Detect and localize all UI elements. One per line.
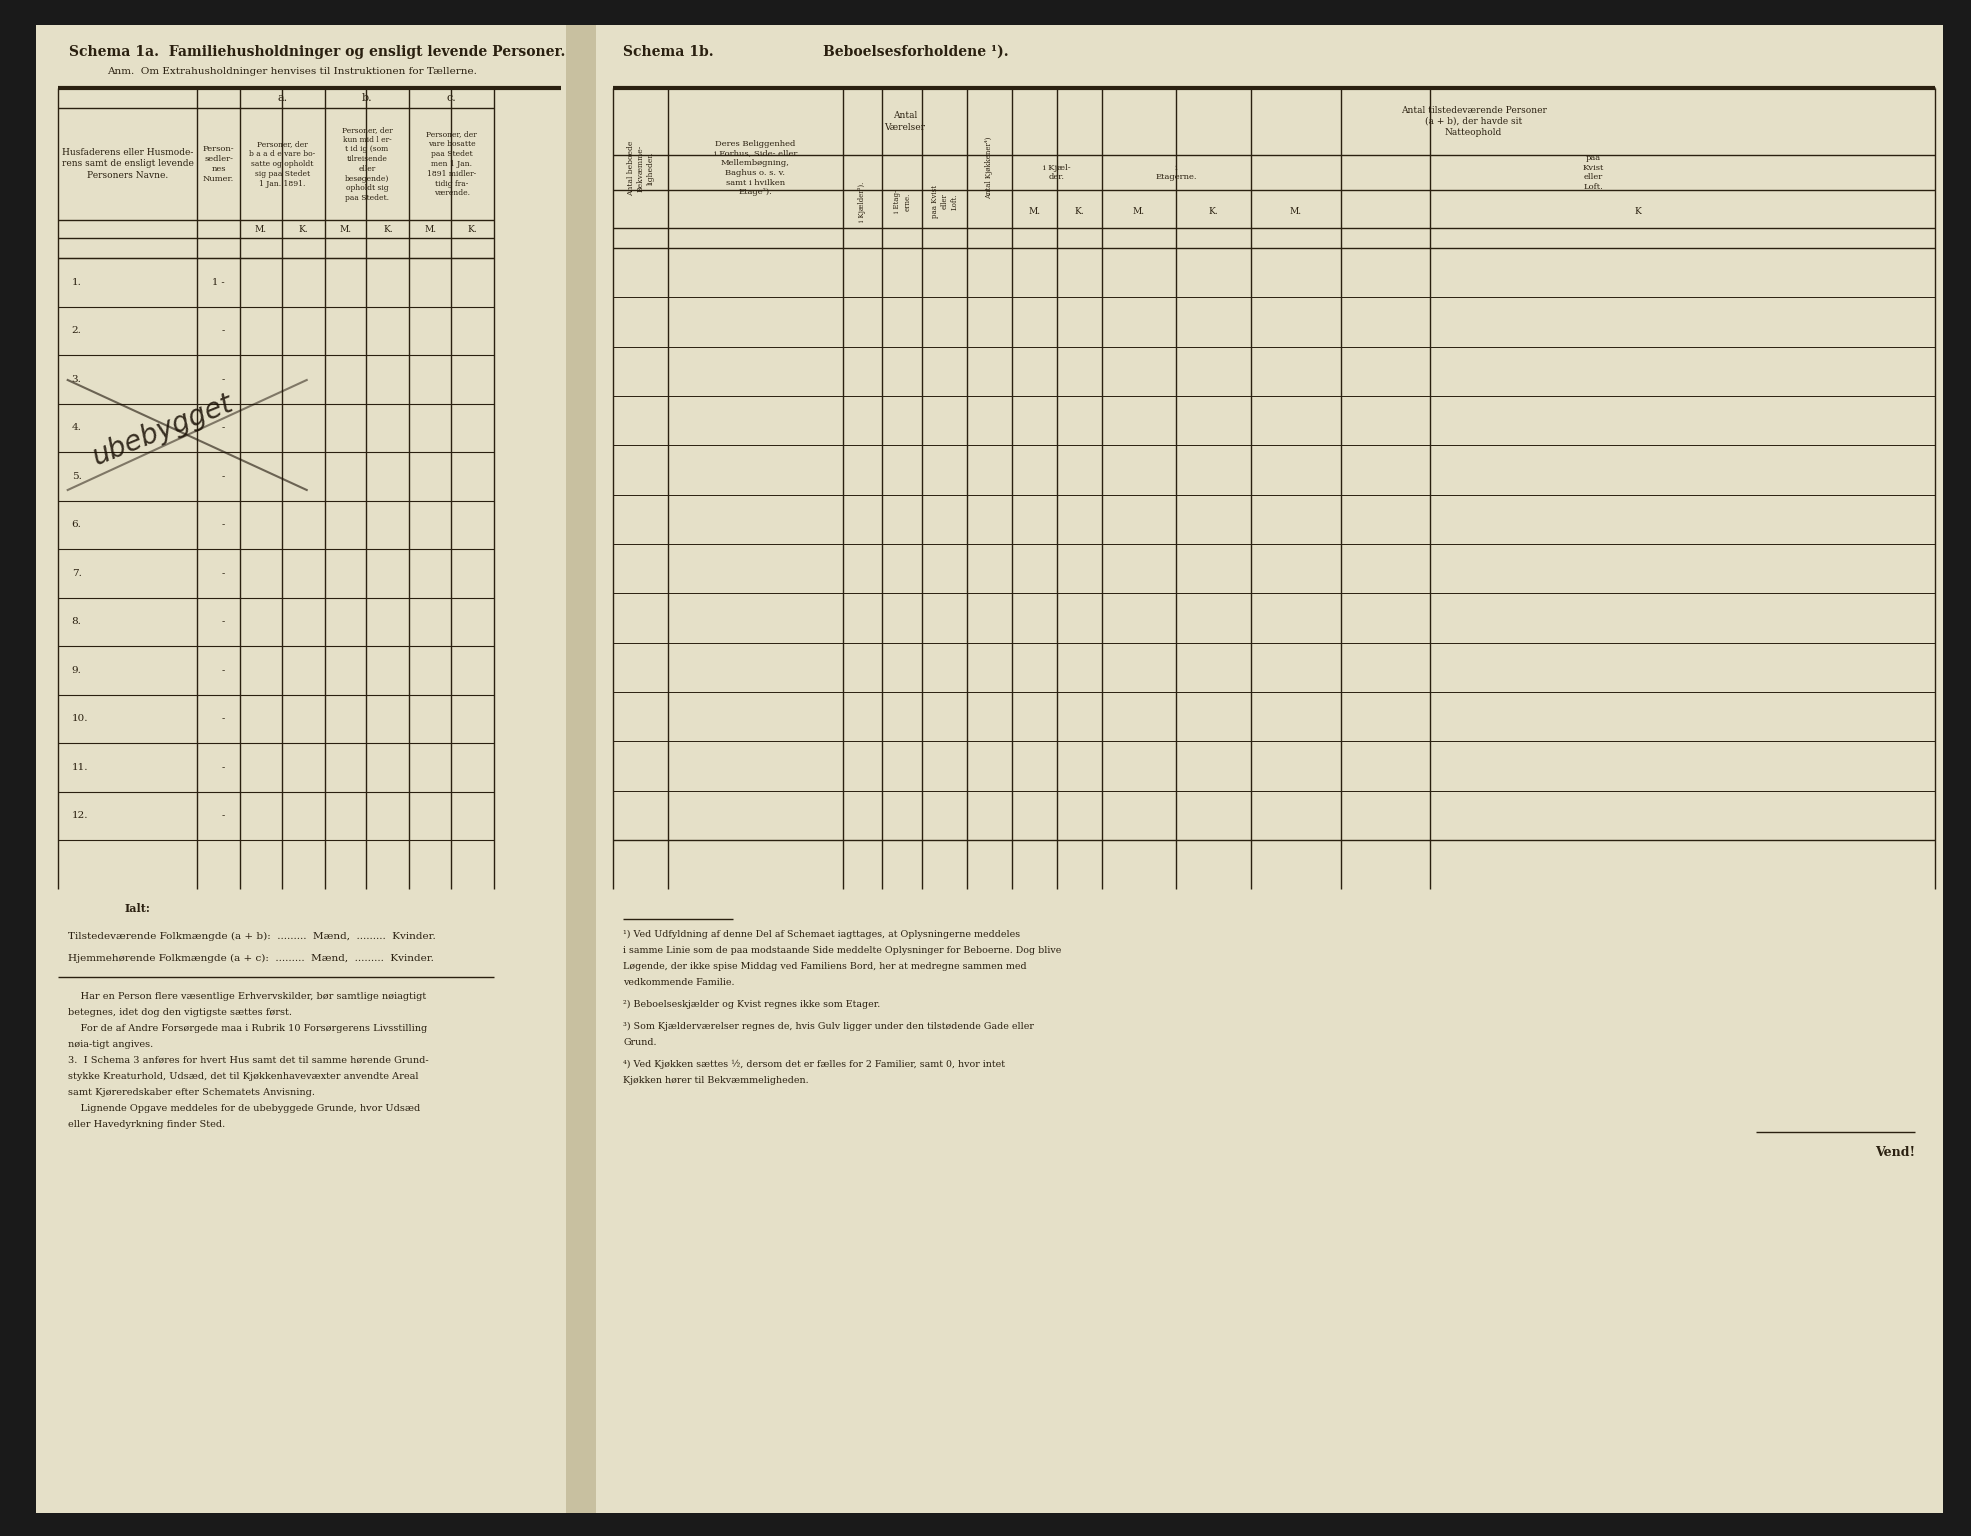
Text: ²) Beboelseskjælder og Kvist regnes ikke som Etager.: ²) Beboelseskjælder og Kvist regnes ikke…: [623, 1000, 881, 1009]
Text: 5.: 5.: [71, 472, 81, 481]
Text: -: -: [223, 617, 225, 627]
Text: 6.: 6.: [71, 521, 81, 530]
Text: ubebygget: ubebygget: [87, 389, 237, 472]
Text: Personer, der
kun mid l er-
t id ig (som
tilreisende
eller
besøgende)
opholdt si: Personer, der kun mid l er- t id ig (som…: [341, 126, 392, 203]
Text: i samme Linie som de paa modstaande Side meddelte Oplysninger for Beboerne. Dog : i samme Linie som de paa modstaande Side…: [623, 946, 1062, 955]
Text: -: -: [223, 521, 225, 530]
Text: i Kjæl-
der.: i Kjæl- der.: [1043, 164, 1070, 181]
Text: 4.: 4.: [71, 424, 81, 432]
Text: Antal beboede
Bekvæmme-
ligheder.: Antal beboede Bekvæmme- ligheder.: [627, 140, 654, 195]
Text: -: -: [223, 763, 225, 771]
Text: 3.: 3.: [71, 375, 81, 384]
Text: 1 -: 1 -: [213, 278, 225, 287]
Text: 12.: 12.: [71, 811, 89, 820]
Bar: [35, 25, 579, 1513]
Text: ⁴) Ved Kjøkken sættes ½, dersom det er fælles for 2 Familier, samt 0, hvor intet: ⁴) Ved Kjøkken sættes ½, dersom det er f…: [623, 1060, 1005, 1069]
Text: Har en Person flere væsentlige Erhvervskilder, bør samtlige nøiagtigt: Har en Person flere væsentlige Erhvervsk…: [67, 992, 426, 1001]
Text: eller Havedyrkning finder Sted.: eller Havedyrkning finder Sted.: [67, 1120, 225, 1129]
Text: -: -: [223, 326, 225, 335]
Text: Antal
Værelser: Antal Værelser: [885, 112, 924, 132]
Text: -: -: [223, 714, 225, 723]
Bar: [585, 25, 1943, 1513]
Text: Kjøkken hører til Bekvæmmeligheden.: Kjøkken hører til Bekvæmmeligheden.: [623, 1075, 808, 1084]
Text: 9.: 9.: [71, 665, 81, 674]
Text: Lignende Opgave meddeles for de ubebyggede Grunde, hvor Udsæd: Lignende Opgave meddeles for de ubebygge…: [67, 1104, 420, 1114]
Text: Hjemmehørende Folkmængde (a + c):  .........  Mænd,  .........  Kvinder.: Hjemmehørende Folkmængde (a + c): ......…: [67, 954, 434, 963]
Text: K.: K.: [1208, 206, 1218, 215]
Text: samt Kjøreredskaber efter Schematets Anvisning.: samt Kjøreredskaber efter Schematets Anv…: [67, 1087, 315, 1097]
Text: -: -: [223, 568, 225, 578]
Text: i Etag-
erne.: i Etag- erne.: [893, 190, 911, 214]
Text: Grund.: Grund.: [623, 1038, 656, 1048]
Text: Person-
sedler-
nes
Numer.: Person- sedler- nes Numer.: [203, 146, 235, 183]
Text: Vend!: Vend!: [1874, 1146, 1916, 1158]
Text: ¹) Ved Udfyldning af denne Del af Schemaet iagttages, at Oplysningerne meddeles: ¹) Ved Udfyldning af denne Del af Schema…: [623, 929, 1021, 938]
Text: stykke Kreaturhold, Udsæd, det til Kjøkkenhavevæxter anvendte Areal: stykke Kreaturhold, Udsæd, det til Kjøkk…: [67, 1072, 418, 1081]
Text: -: -: [223, 424, 225, 432]
Text: 1.: 1.: [71, 278, 81, 287]
Text: K: K: [1634, 206, 1642, 215]
Text: M.: M.: [1133, 206, 1145, 215]
Text: Ialt:: Ialt:: [124, 903, 150, 914]
Text: i Kjælder³).: i Kjælder³).: [859, 181, 867, 221]
Text: 10.: 10.: [71, 714, 89, 723]
Text: M.: M.: [339, 224, 351, 233]
Bar: [566, 25, 595, 1513]
Text: Personer, der
vare bosatte
paa Stedet
men 1 Jan.
1891 midler-
tidig fra-
værende: Personer, der vare bosatte paa Stedet me…: [426, 131, 477, 198]
Text: -: -: [223, 472, 225, 481]
Text: -: -: [223, 665, 225, 674]
Text: K.: K.: [382, 224, 392, 233]
Text: M.: M.: [254, 224, 266, 233]
Text: Tilstedeværende Folkmængde (a + b):  .........  Mænd,  .........  Kvinder.: Tilstedeværende Folkmængde (a + b): ....…: [67, 932, 436, 942]
Text: K.: K.: [467, 224, 477, 233]
Text: 7.: 7.: [71, 568, 81, 578]
Text: nøia-tigt angives.: nøia-tigt angives.: [67, 1040, 154, 1049]
Text: M.: M.: [1029, 206, 1041, 215]
Text: M.: M.: [1289, 206, 1301, 215]
Text: i
Etagerne.: i Etagerne.: [1155, 164, 1196, 181]
Text: Schema 1b.: Schema 1b.: [623, 45, 714, 58]
Text: -: -: [223, 811, 225, 820]
Text: Løgende, der ikke spise Middag ved Familiens Bord, her at medregne sammen med: Løgende, der ikke spise Middag ved Famil…: [623, 962, 1027, 971]
Text: Personer, der
b a a d e vare bo-
satte og opholdt
sig paa Stedet
1 Jan. 1891.: Personer, der b a a d e vare bo- satte o…: [248, 140, 315, 187]
Text: Deres Beliggenhed
i Forhus, Side- eller
Mellembøgning,
Baghus o. s. v.
samt i hv: Deres Beliggenhed i Forhus, Side- eller …: [714, 140, 796, 197]
Text: a.: a.: [278, 94, 288, 103]
Text: Antal tilstedeværende Personer
(a + b), der havde sit
Natteophold: Antal tilstedeværende Personer (a + b), …: [1401, 106, 1547, 137]
Text: 11.: 11.: [71, 763, 89, 771]
Text: vedkommende Familie.: vedkommende Familie.: [623, 978, 735, 986]
Text: Anm.  Om Extrahusholdninger henvises til Instruktionen for Tællerne.: Anm. Om Extrahusholdninger henvises til …: [106, 68, 477, 77]
Text: b.: b.: [361, 94, 373, 103]
Text: M.: M.: [424, 224, 436, 233]
Text: paa Kvist
eller
Loft.: paa Kvist eller Loft.: [930, 184, 958, 218]
Text: paa
Kvist
eller
Loft.: paa Kvist eller Loft.: [1583, 154, 1604, 190]
Text: Beboelsesforholdene ¹).: Beboelsesforholdene ¹).: [822, 45, 1009, 58]
Text: -: -: [223, 375, 225, 384]
Text: For de af Andre Forsørgede maa i Rubrik 10 Forsørgerens Livsstilling: For de af Andre Forsørgede maa i Rubrik …: [67, 1025, 428, 1034]
Text: 8.: 8.: [71, 617, 81, 627]
Text: Schema 1a.  Familiehusholdninger og ensligt levende Personer.: Schema 1a. Familiehusholdninger og ensli…: [69, 45, 566, 58]
Text: Husfaderens eller Husmode-
rens samt de ensligt levende
Personers Navne.: Husfaderens eller Husmode- rens samt de …: [61, 149, 193, 180]
Text: Antal Kjøkkener⁴): Antal Kjøkkener⁴): [986, 137, 993, 200]
Text: 2.: 2.: [71, 326, 81, 335]
Text: betegnes, idet dog den vigtigste sættes først.: betegnes, idet dog den vigtigste sættes …: [67, 1008, 292, 1017]
Text: K.: K.: [1074, 206, 1084, 215]
Text: ³) Som Kjælderværelser regnes de, hvis Gulv ligger under den tilstødende Gade el: ³) Som Kjælderværelser regnes de, hvis G…: [623, 1021, 1035, 1031]
Text: 3.  I Schema 3 anføres for hvert Hus samt det til samme hørende Grund-: 3. I Schema 3 anføres for hvert Hus samt…: [67, 1057, 428, 1064]
Text: K.: K.: [298, 224, 307, 233]
Text: c.: c.: [447, 94, 457, 103]
